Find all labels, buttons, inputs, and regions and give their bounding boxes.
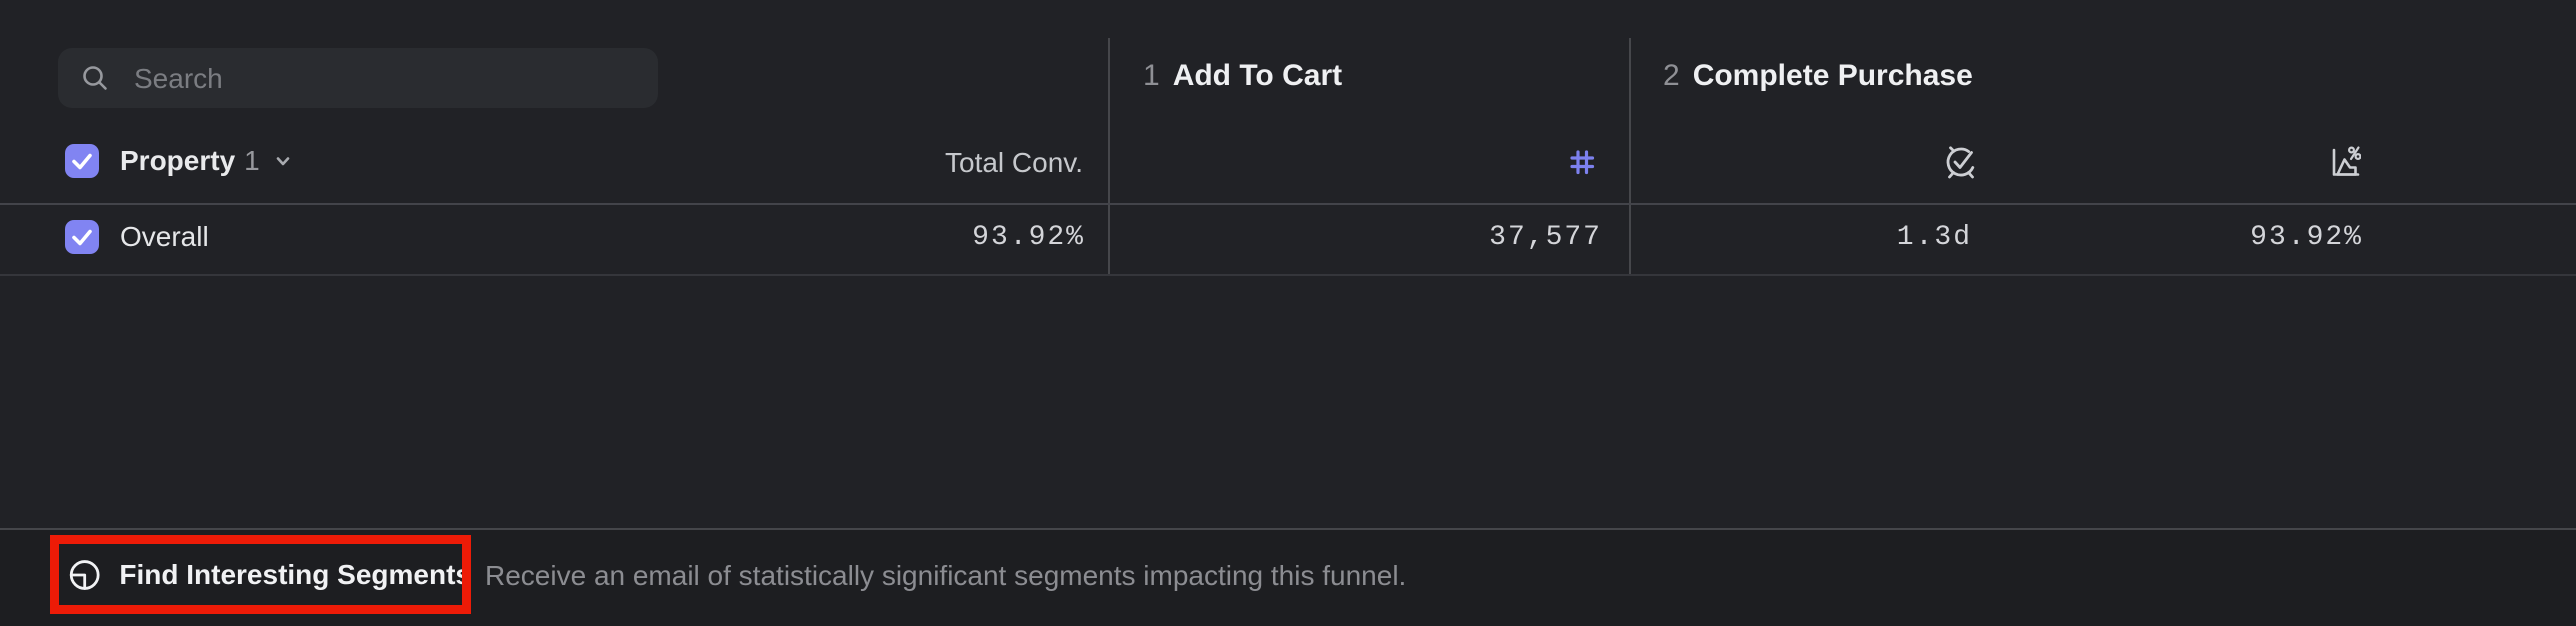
footer-description: Receive an email of statistically signif… bbox=[485, 560, 1407, 591]
segments-icon bbox=[69, 559, 100, 590]
chart-percent-icon[interactable] bbox=[2323, 142, 2362, 185]
header-divider bbox=[0, 203, 2576, 205]
step-header-complete-purchase[interactable]: 2 Complete Purchase bbox=[1663, 59, 1973, 93]
search-input[interactable] bbox=[132, 48, 636, 110]
step-number: 1 bbox=[1143, 59, 1160, 92]
checkmark-icon bbox=[72, 229, 92, 246]
column-header-total-conv[interactable]: Total Conv. bbox=[945, 147, 1083, 178]
chevron-down-icon bbox=[276, 157, 290, 166]
row-label-overall[interactable]: Overall bbox=[120, 221, 209, 252]
column-divider bbox=[1629, 38, 1631, 275]
footer-bar: Find Interesting Segments Receive an ema… bbox=[0, 528, 2576, 626]
clock-check-icon[interactable] bbox=[1941, 141, 1981, 186]
step-name: Add To Cart bbox=[1172, 59, 1343, 92]
column-divider bbox=[1108, 38, 1110, 275]
step-number: 2 bbox=[1663, 59, 1680, 92]
search-icon bbox=[83, 66, 107, 90]
cell-conversion-rate: 93.92% bbox=[2250, 222, 2363, 253]
property-checkbox[interactable] bbox=[65, 144, 99, 178]
row-checkbox-overall[interactable] bbox=[65, 220, 99, 254]
row-divider bbox=[0, 274, 2576, 276]
search-box[interactable] bbox=[58, 48, 658, 110]
hash-icon[interactable] bbox=[1566, 146, 1598, 183]
step-name: Complete Purchase bbox=[1692, 59, 1973, 92]
property-index: 1 bbox=[244, 145, 260, 176]
find-interesting-segments-label: Find Interesting Segments bbox=[119, 558, 471, 590]
cell-time-to-convert: 1.3d bbox=[1896, 222, 1972, 253]
checkmark-icon bbox=[72, 153, 92, 170]
step-header-add-to-cart[interactable]: 1 Add To Cart bbox=[1143, 59, 1342, 93]
find-interesting-segments-button[interactable]: Find Interesting Segments bbox=[50, 535, 471, 614]
cell-total-conv: 93.92% bbox=[972, 222, 1085, 253]
property-dropdown[interactable]: Property 1 bbox=[65, 144, 294, 178]
property-label: Property bbox=[120, 145, 236, 176]
cell-add-to-cart-total: 37,577 bbox=[1489, 222, 1602, 253]
